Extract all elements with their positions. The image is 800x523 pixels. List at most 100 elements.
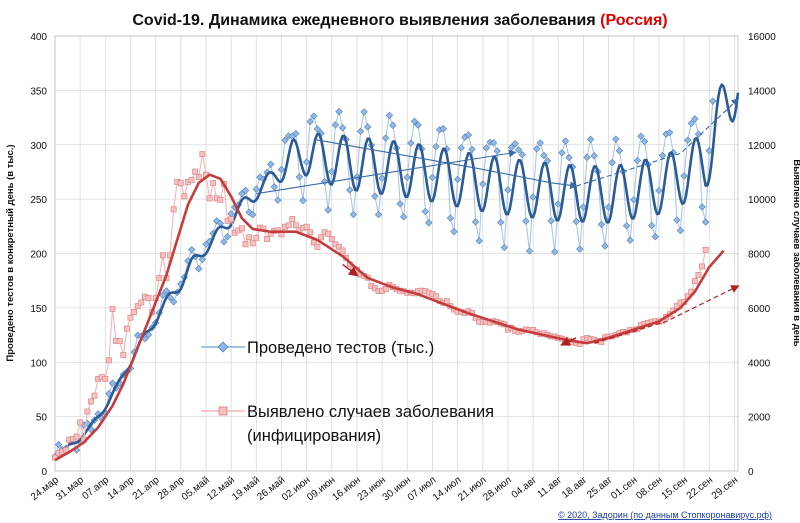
- x-tick-label: 07.апр: [80, 474, 111, 502]
- tests-point: [540, 151, 548, 160]
- tests-point: [295, 173, 304, 181]
- left-tick-label: 100: [30, 358, 47, 369]
- tests-point: [691, 115, 699, 123]
- tests-point: [536, 139, 544, 147]
- left-tick-label: 50: [36, 413, 48, 424]
- cases-point: [307, 229, 314, 236]
- tests-point: [701, 218, 710, 226]
- cases-point: [292, 222, 299, 229]
- tests-point: [277, 165, 286, 174]
- legend-cases-label-line1: Выявлено случаев заболевания: [247, 403, 494, 421]
- legend-tests-label: Проведено тестов (тыс.): [247, 339, 434, 357]
- tests-point: [471, 218, 480, 226]
- tests-point: [364, 123, 372, 131]
- cases-point: [217, 196, 224, 203]
- tests-point: [371, 192, 379, 200]
- tests-point: [410, 117, 419, 125]
- tests-point: [601, 242, 609, 250]
- tests-point: [335, 107, 343, 116]
- tests-point: [267, 160, 275, 168]
- x-tick-label: 21.апр: [131, 474, 162, 502]
- cases-point: [691, 278, 698, 284]
- cases-point: [314, 243, 321, 250]
- tests-point: [360, 108, 368, 116]
- tests-point: [374, 210, 383, 219]
- cases-point: [106, 357, 112, 364]
- cases-point: [228, 216, 235, 223]
- tests-point: [292, 129, 300, 138]
- tests-point: [468, 145, 476, 154]
- cases-point: [695, 272, 702, 278]
- tests-point: [680, 172, 688, 180]
- tests-point: [356, 127, 365, 135]
- tests-point: [299, 196, 307, 205]
- cases-point: [239, 225, 245, 232]
- cases-point: [206, 195, 213, 202]
- cases-point: [127, 314, 134, 321]
- cases-point: [210, 179, 217, 186]
- left-tick-label: 0: [41, 467, 47, 478]
- tests-point: [479, 180, 487, 188]
- tests-point: [529, 193, 537, 201]
- x-tick-label: 08.сен: [634, 475, 664, 502]
- tests-point: [353, 173, 361, 181]
- credit-link[interactable]: © 2020, Задорин (по данным Стопкоронавир…: [558, 510, 772, 520]
- tests-point: [306, 117, 314, 126]
- right-tick-label: 10000: [748, 195, 776, 206]
- x-tick-label: 28.июл: [481, 475, 514, 504]
- tests-point: [558, 149, 566, 157]
- cases-point: [138, 299, 145, 306]
- tests-point: [630, 196, 638, 204]
- left-tick-label: 250: [30, 195, 47, 206]
- x-tick-label: 14.апр: [106, 474, 137, 502]
- chart-title-highlight: (Россия): [600, 12, 667, 29]
- tests-point: [554, 200, 562, 208]
- left-tick-label: 200: [30, 250, 47, 261]
- tests-point: [579, 203, 588, 211]
- cases-point: [433, 293, 439, 300]
- cases-point: [170, 206, 177, 213]
- plot-frame: [54, 35, 739, 472]
- tests-trend-arrow: [313, 138, 578, 190]
- cases-point: [443, 298, 450, 305]
- cases-series: [52, 151, 725, 462]
- right-tick-label: 12000: [748, 141, 776, 152]
- tests-point: [622, 222, 631, 230]
- tests-point: [338, 124, 347, 132]
- right-tick-label: 14000: [748, 86, 776, 97]
- tests-point: [705, 147, 713, 155]
- tests-point: [331, 121, 340, 129]
- x-tick-label: 18.авг: [560, 474, 589, 500]
- cases-point: [84, 408, 91, 415]
- tests-point: [328, 167, 336, 176]
- tests-point: [195, 265, 203, 273]
- tests-point: [108, 379, 117, 387]
- x-tick-label: 31.мар: [54, 474, 86, 503]
- tests-point: [382, 134, 390, 142]
- tests-point: [320, 177, 329, 186]
- tests-point: [389, 121, 397, 130]
- right-tick-label: 0: [748, 467, 754, 478]
- cases-point: [199, 151, 206, 158]
- tests-point: [522, 217, 530, 225]
- x-tick-label: 04.авг: [510, 474, 539, 500]
- tests-point: [493, 147, 501, 155]
- tests-point: [489, 139, 498, 147]
- tests-point: [324, 206, 332, 214]
- cases-point: [246, 234, 253, 241]
- tests-point: [626, 236, 634, 244]
- cases-point: [249, 240, 256, 247]
- tests-point: [604, 203, 613, 211]
- tests-smooth-line: [54, 83, 740, 459]
- tests-point: [658, 151, 667, 160]
- x-tick-label: 19.май: [230, 475, 262, 503]
- tests-point: [223, 232, 232, 241]
- legend-tests-marker: [217, 341, 229, 353]
- tests-point: [684, 136, 692, 144]
- tests-point: [425, 219, 433, 227]
- cases-point: [88, 398, 94, 405]
- tests-point: [482, 144, 491, 152]
- cases-point: [318, 234, 324, 241]
- tests-point: [450, 227, 458, 236]
